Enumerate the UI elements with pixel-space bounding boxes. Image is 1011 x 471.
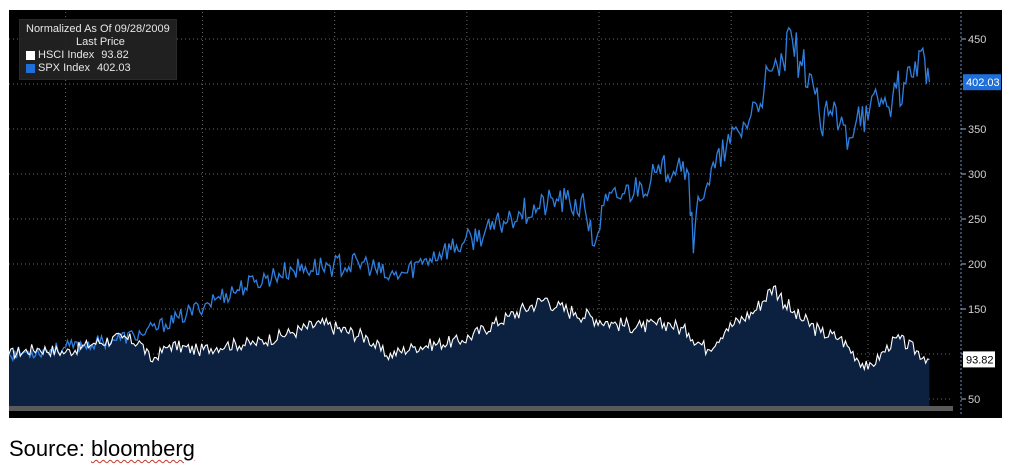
y-tick-label: 200 [968, 259, 986, 271]
chart-legend: Normalized As Of 09/28/2009 Last Price H… [19, 19, 177, 80]
x-axis-baseline [9, 406, 953, 411]
y-tick-label: 150 [968, 304, 986, 316]
source-note: Source: bloomberg [9, 436, 195, 462]
spx-last-value-tag [963, 74, 1001, 91]
legend-heading: Normalized As Of 09/28/2009 [26, 23, 170, 35]
legend-swatch-spx [26, 64, 35, 73]
spx-series-line [9, 26, 931, 363]
y-tick-label: 350 [968, 124, 986, 136]
legend-entry-spx: SPX Index 402.03 [26, 62, 170, 75]
y-tick-label: 250 [968, 214, 986, 226]
y-tick-label: 50 [968, 394, 980, 406]
legend-entry-value: 402.03 [96, 62, 131, 74]
legend-entry-value: 93.82 [101, 49, 129, 61]
hsci-last-value-tag [963, 351, 995, 368]
legend-entry-hsci: HSCI Index 93.82 [26, 49, 170, 62]
legend-entry-name: HSCI Index [38, 49, 95, 61]
hsci-area-fill [9, 285, 930, 408]
spx-last-value-label: 402.03 [966, 77, 1000, 89]
legend-subheading: Last Price [76, 36, 125, 48]
hsci-last-value-label: 93.82 [966, 354, 994, 366]
hsci-series-line [9, 285, 930, 372]
chart-panel: 50 150 200 250 300 350 450 402.03 93.82 Normaliz… [9, 10, 1002, 418]
source-name: bloomberg [90, 436, 195, 461]
legend-swatch-hsci [26, 51, 35, 60]
y-tick-label: 450 [968, 34, 986, 46]
y-tick-label: 300 [968, 169, 986, 181]
source-prefix: Source: [9, 436, 91, 461]
legend-entry-name: SPX Index [38, 62, 90, 74]
